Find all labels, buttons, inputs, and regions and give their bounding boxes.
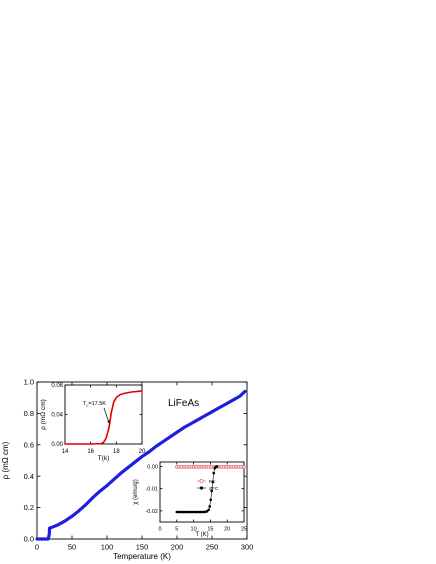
annotation-lifeas: LiFeAs (168, 398, 199, 409)
x-tick-label: 20 (139, 449, 146, 455)
x-tick-label: 16 (87, 449, 94, 455)
data-point (215, 465, 219, 468)
y-tick-label: -0.01 (145, 487, 158, 493)
x-tick-label: 50 (68, 543, 76, 552)
data-point (212, 471, 216, 475)
data-point (242, 465, 246, 469)
y-tick-label: 0.2 (24, 503, 34, 512)
x-tick-label: 14 (62, 449, 69, 455)
annotation-arrow (103, 407, 110, 424)
y-axis-label: ρ (mΩ cm) (40, 399, 47, 430)
data-point (208, 505, 212, 508)
x-tick-label: 250 (206, 543, 219, 552)
x-tick-label: 0 (35, 543, 39, 552)
y-tick-label: 0.04 (51, 413, 63, 419)
y-tick-label: 0.00 (147, 464, 158, 470)
series-line (35, 389, 247, 541)
data-point (207, 508, 211, 512)
y-tick-label: 0.0 (24, 535, 34, 544)
legend-label: ZFC (209, 486, 219, 492)
plot-frame (64, 384, 143, 445)
legend-marker (199, 479, 204, 483)
data-point (211, 480, 215, 484)
series-zfc (175, 465, 219, 514)
x-tick-label: 150 (136, 543, 149, 552)
x-axis-label: T (K) (195, 532, 208, 538)
y-tick-label: 0.8 (24, 409, 34, 418)
y-tick-label: 0.6 (24, 440, 34, 449)
annotation-tc: Tc=17.5K (83, 401, 106, 408)
annotation-arrowhead (107, 420, 110, 424)
x-tick-label: 10 (191, 527, 197, 533)
x-tick-label: 0 (158, 527, 161, 533)
x-tick-label: 5 (175, 527, 178, 533)
y-tick-label: 0.08 (51, 383, 63, 389)
x-tick-label: 25 (241, 527, 247, 533)
data-point (205, 510, 209, 513)
data-point (209, 498, 213, 502)
x-tick-label: 15 (207, 527, 213, 533)
data-point (210, 489, 214, 493)
y-axis-label: χ (emu/g) (133, 479, 139, 505)
annotation-tc-sub: c (86, 403, 88, 408)
y-tick-label: 1.0 (24, 378, 34, 387)
legend-marker (199, 486, 204, 490)
annotation-tc-main: T (83, 401, 87, 407)
x-axis-label: Temperature (K) (113, 552, 171, 561)
y-tick-label: 0.00 (51, 442, 63, 448)
x-tick-label: 300 (241, 543, 254, 552)
y-tick-label: -0.02 (145, 509, 158, 515)
y-tick-label: 0.4 (24, 472, 34, 481)
main-chart: 0 50 100 150 200 250 3000.00.20.40.60.81.0Temp… (1, 378, 253, 561)
inset-resistivity-chart: 14 16 18 20 0.00 0.04 0.08 T(k) ρ (mΩ cm) Tc=17.5… (40, 383, 146, 462)
inset-susceptibility-chart: 0 5 10 15 20 25 0.00 -0.01 -0.02 T (K) χ (emu/g) FC… (133, 461, 247, 538)
x-axis-label: T(k) (98, 455, 110, 462)
series-line (64, 390, 143, 445)
x-tick-label: 200 (171, 543, 184, 552)
legend-label: FC (209, 479, 216, 485)
series-fc (175, 465, 246, 469)
x-tick-label: 18 (113, 449, 120, 455)
x-tick-label: 20 (224, 527, 230, 533)
x-tick-label: 100 (101, 543, 114, 552)
annotation-tc-rest: =17.5K (88, 401, 106, 407)
y-axis-label: ρ (mΩ cm) (1, 441, 10, 479)
